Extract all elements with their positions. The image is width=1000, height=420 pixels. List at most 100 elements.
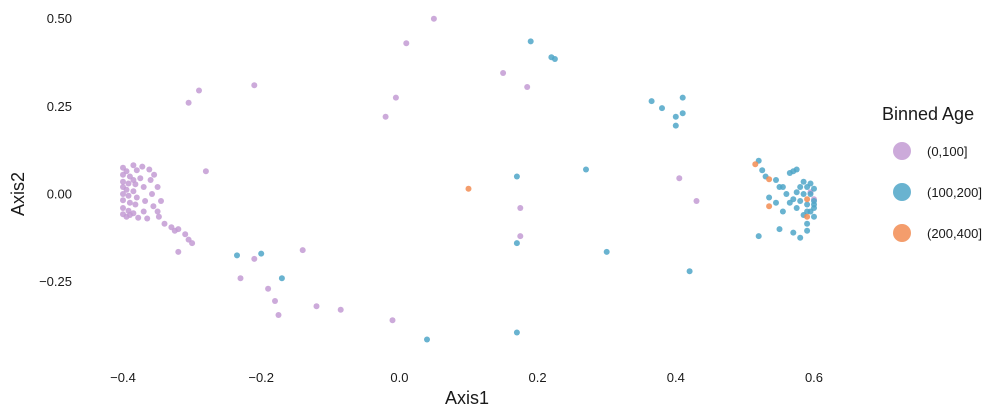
x-axis-title: Axis1 xyxy=(445,388,489,408)
data-point xyxy=(150,203,157,210)
data-point xyxy=(517,205,524,211)
data-point xyxy=(786,199,793,206)
data-point xyxy=(659,105,665,112)
data-point xyxy=(693,198,700,204)
data-point xyxy=(125,192,132,199)
data-point xyxy=(132,181,139,188)
legend-label: (200,400] xyxy=(927,226,982,241)
data-point xyxy=(133,167,140,174)
data-point xyxy=(804,208,811,215)
data-point xyxy=(337,306,344,313)
y-tick-labels: −0.25 0.00 0.25 0.50 xyxy=(39,11,72,289)
data-point xyxy=(524,84,531,90)
data-point xyxy=(513,173,520,180)
y-axis-title: Axis2 xyxy=(8,172,28,216)
data-point xyxy=(149,191,155,197)
data-point xyxy=(759,167,766,174)
data-point xyxy=(251,255,258,262)
data-point xyxy=(258,250,265,257)
data-point xyxy=(500,70,507,76)
data-point xyxy=(196,87,202,94)
data-point xyxy=(790,168,797,175)
data-point xyxy=(811,201,817,208)
x-tick-labels: −0.4 −0.2 0.0 0.2 0.4 0.6 xyxy=(110,370,823,385)
legend-key xyxy=(893,224,911,242)
data-point xyxy=(766,194,773,201)
data-point xyxy=(135,214,142,221)
data-point xyxy=(133,194,140,201)
data-point xyxy=(185,99,192,106)
data-point xyxy=(752,161,759,168)
legend-label: (0,100] xyxy=(927,144,967,159)
data-point xyxy=(804,201,811,208)
data-point xyxy=(811,185,817,192)
data-point xyxy=(797,184,804,190)
data-point xyxy=(793,205,800,211)
data-point xyxy=(251,82,258,89)
data-point xyxy=(807,191,814,197)
data-point xyxy=(392,94,399,101)
data-point xyxy=(182,231,189,238)
data-point xyxy=(551,56,558,62)
data-point xyxy=(513,329,520,336)
data-point xyxy=(123,213,130,220)
data-point xyxy=(171,227,178,234)
data-point xyxy=(797,234,804,241)
data-point xyxy=(144,215,151,222)
data-point xyxy=(776,226,783,233)
data-point xyxy=(137,175,144,182)
data-point xyxy=(779,208,786,215)
data-point xyxy=(151,171,158,178)
data-point xyxy=(120,205,126,211)
data-point xyxy=(430,15,437,22)
data-point xyxy=(672,113,679,120)
x-tick-label: 0.0 xyxy=(390,370,408,385)
points-layer xyxy=(120,15,817,343)
data-point xyxy=(527,38,534,45)
data-point xyxy=(237,275,244,282)
data-point xyxy=(583,166,589,173)
data-point xyxy=(811,213,817,220)
data-point xyxy=(465,185,472,192)
data-point xyxy=(424,336,430,343)
data-point xyxy=(161,220,168,227)
x-tick-label: 0.4 xyxy=(667,370,685,385)
data-point xyxy=(797,198,804,204)
data-point xyxy=(773,199,779,206)
data-point xyxy=(313,303,320,310)
data-point xyxy=(672,122,679,129)
data-point xyxy=(804,196,811,203)
legend-label: (100,200] xyxy=(927,185,982,200)
data-point xyxy=(679,94,686,101)
y-tick-label: 0.25 xyxy=(47,99,72,114)
data-point xyxy=(804,220,811,227)
data-point xyxy=(779,184,786,190)
legend: Binned Age (0,100] (100,200] (200,400] xyxy=(882,104,982,242)
y-tick-label: 0.50 xyxy=(47,11,72,26)
data-point xyxy=(139,163,146,170)
data-point xyxy=(132,201,139,208)
data-point xyxy=(676,175,683,182)
data-point xyxy=(766,203,773,210)
data-point xyxy=(800,178,807,185)
x-tick-label: 0.6 xyxy=(805,370,823,385)
data-point xyxy=(130,188,137,195)
data-point xyxy=(382,113,389,120)
data-point xyxy=(265,285,272,292)
data-point xyxy=(517,233,524,240)
data-point xyxy=(140,208,147,215)
data-point xyxy=(807,180,814,187)
y-tick-label: 0.00 xyxy=(47,187,72,202)
data-point xyxy=(126,199,133,206)
data-point xyxy=(125,180,132,187)
data-point xyxy=(389,317,396,324)
x-tick-label: 0.2 xyxy=(529,370,547,385)
data-point xyxy=(793,189,800,196)
y-tick-label: −0.25 xyxy=(39,274,72,289)
data-point xyxy=(175,248,182,255)
data-point xyxy=(766,176,773,183)
data-point xyxy=(299,247,306,254)
data-point xyxy=(146,166,153,173)
data-point xyxy=(234,252,240,259)
data-point xyxy=(120,171,126,178)
